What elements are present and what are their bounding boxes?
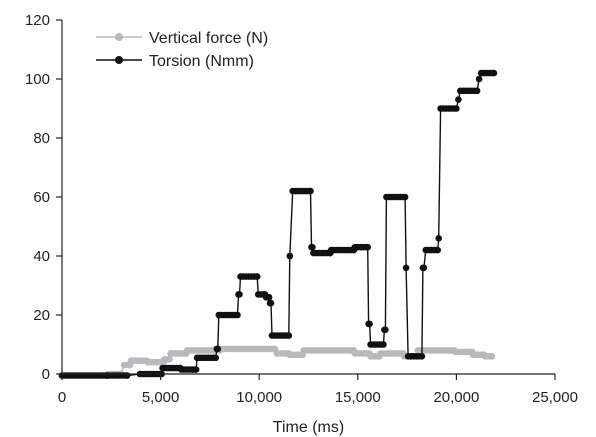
- x-axis-title: Time (ms): [273, 419, 344, 436]
- data-point: [366, 320, 373, 328]
- data-point: [265, 294, 273, 301]
- legend-item: Vertical force (N): [96, 30, 268, 47]
- data-point: [420, 264, 428, 272]
- legend-item: Torsion (Nmm): [96, 53, 254, 70]
- data-point: [123, 372, 131, 379]
- x-tick-label: 20,000: [433, 389, 479, 406]
- data-point: [267, 299, 275, 307]
- data-point: [473, 87, 481, 95]
- data-point: [434, 246, 442, 254]
- x-tick-label: 25,000: [532, 389, 578, 406]
- x-tick-label: 0: [58, 389, 66, 406]
- y-tick-label: 40: [33, 248, 50, 265]
- data-point: [453, 105, 460, 112]
- data-point: [166, 356, 173, 363]
- x-tick-label: 10,000: [236, 389, 282, 406]
- x-tick-label: 5,000: [142, 389, 180, 406]
- data-point: [475, 75, 483, 83]
- data-point: [401, 193, 409, 201]
- x-axis-ticks: 0 5,000 10,000 15,000 20,000 25,000: [58, 374, 578, 406]
- legend-marker: [115, 56, 123, 64]
- legend-marker: [115, 33, 123, 41]
- x-tick-label: 15,000: [335, 389, 381, 406]
- data-point: [214, 345, 222, 353]
- y-tick-label: 60: [33, 189, 50, 206]
- data-point: [236, 291, 243, 298]
- y-tick-label: 120: [25, 12, 50, 29]
- y-tick-label: 80: [33, 130, 50, 147]
- data-point: [435, 235, 443, 242]
- plot-series: [58, 69, 498, 379]
- data-point: [418, 353, 426, 360]
- series-line: [62, 72, 494, 377]
- data-point: [402, 264, 410, 272]
- y-axis-ticks: 0 20 40 60 80 100 120: [25, 12, 62, 383]
- legend: Vertical force (N) Torsion (Nmm): [96, 30, 268, 70]
- data-point: [488, 353, 496, 360]
- data-point: [285, 332, 293, 339]
- data-point: [286, 252, 294, 260]
- y-tick-label: 100: [25, 71, 50, 88]
- data-point: [380, 341, 387, 348]
- data-point: [382, 326, 389, 334]
- data-point: [455, 96, 462, 103]
- data-point: [307, 187, 314, 195]
- legend-label: Vertical force (N): [149, 30, 268, 47]
- legend-label: Torsion (Nmm): [149, 53, 254, 70]
- data-point: [309, 243, 316, 251]
- data-point: [490, 69, 498, 77]
- data-point: [192, 366, 200, 373]
- data-point: [234, 311, 241, 319]
- data-point: [212, 354, 220, 362]
- data-point: [364, 243, 372, 251]
- y-tick-label: 0: [42, 366, 50, 383]
- series-2: [58, 69, 498, 379]
- y-tick-label: 20: [33, 307, 50, 324]
- data-point: [253, 273, 261, 280]
